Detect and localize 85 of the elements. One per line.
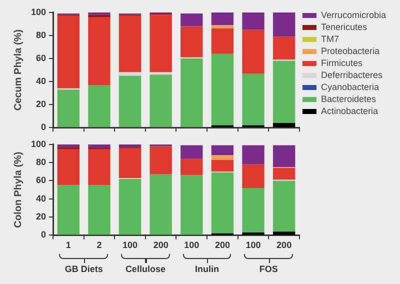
bar — [211, 172, 234, 234]
bar — [150, 14, 172, 72]
bar — [57, 144, 80, 148]
bar — [211, 12, 234, 26]
bar — [272, 60, 296, 123]
bar — [118, 144, 142, 148]
x-tick-label: 100 — [184, 240, 200, 250]
y-tick-label: 100 — [30, 6, 46, 17]
legend-label: Firmicutes — [320, 58, 363, 68]
bar — [272, 145, 296, 168]
y-tick-label: 60 — [36, 52, 46, 63]
bar — [211, 28, 234, 54]
bar — [180, 158, 203, 176]
bar — [211, 25, 234, 29]
bar — [118, 72, 142, 76]
y-axis-title: Colon Phyla (%) — [12, 152, 24, 228]
bar — [180, 26, 203, 58]
x-tick-label: 1 — [66, 240, 71, 250]
bar — [88, 84, 110, 128]
bar — [242, 145, 264, 164]
x-tick-label: 200 — [214, 240, 230, 250]
y-tick-label: 0 — [41, 230, 46, 240]
bar — [242, 232, 264, 235]
text: FOS — [259, 264, 278, 274]
bar — [272, 180, 296, 232]
y-tick-label: 100 — [30, 138, 46, 149]
bar — [88, 148, 110, 186]
bar — [242, 30, 264, 74]
bar — [211, 155, 234, 160]
bar — [88, 17, 110, 85]
bar — [211, 145, 234, 156]
bar — [118, 16, 142, 72]
bar — [211, 160, 234, 172]
legend-label: Proteobacteria — [320, 46, 380, 56]
bar — [242, 12, 264, 30]
y-tick-label: 40 — [36, 193, 46, 204]
text: Inulin — [195, 264, 220, 274]
y-axis-title: Cecum Phyla (%) — [12, 29, 24, 111]
bar — [242, 164, 264, 188]
bar — [180, 145, 203, 159]
bar — [272, 122, 296, 128]
y-tick-label: 20 — [36, 99, 46, 110]
legend-label: Verrucomicrobia — [320, 10, 386, 20]
bar — [272, 12, 296, 37]
bar — [272, 232, 296, 235]
legend-label: TM7 — [320, 34, 339, 44]
bar — [272, 36, 296, 60]
bar — [150, 174, 172, 235]
x-tick-label: 2 — [96, 240, 102, 250]
x-tick-label: 100 — [122, 240, 138, 250]
bar — [242, 73, 264, 126]
y-tick-label: 20 — [36, 212, 46, 222]
text: Cellulose — [125, 264, 166, 274]
bar — [88, 14, 110, 18]
legend-label: Actinobacteria — [320, 106, 378, 116]
y-tick-label: 60 — [36, 175, 46, 186]
bar — [180, 58, 203, 128]
bar — [118, 76, 142, 128]
bar — [88, 144, 110, 148]
x-tick-label: 200 — [153, 240, 168, 250]
legend-label: Bacteroidetes — [320, 94, 377, 104]
x-tick-label: 100 — [246, 240, 261, 250]
bar — [272, 168, 296, 180]
bar — [242, 188, 264, 232]
bar — [211, 54, 234, 126]
y-tick-label: 80 — [36, 157, 46, 168]
y-tick-label: 80 — [36, 30, 46, 40]
bar — [57, 16, 80, 88]
y-tick-label: 40 — [36, 76, 46, 86]
legend-label: Cyanobacteria — [320, 82, 380, 92]
bar — [118, 148, 142, 178]
bar — [180, 14, 203, 26]
bar — [57, 185, 80, 235]
bar — [180, 175, 203, 235]
bar — [150, 74, 172, 128]
text: GB Diets — [64, 264, 103, 274]
bar — [57, 90, 80, 128]
legend-label: Tenericutes — [320, 22, 368, 32]
bar — [88, 185, 110, 235]
bar — [118, 178, 142, 235]
x-tick-label: 200 — [276, 240, 292, 250]
bar — [150, 146, 172, 174]
legend-label: Deferribacteres — [320, 70, 383, 80]
bar — [57, 148, 80, 186]
y-tick-label: 0 — [41, 122, 46, 132]
